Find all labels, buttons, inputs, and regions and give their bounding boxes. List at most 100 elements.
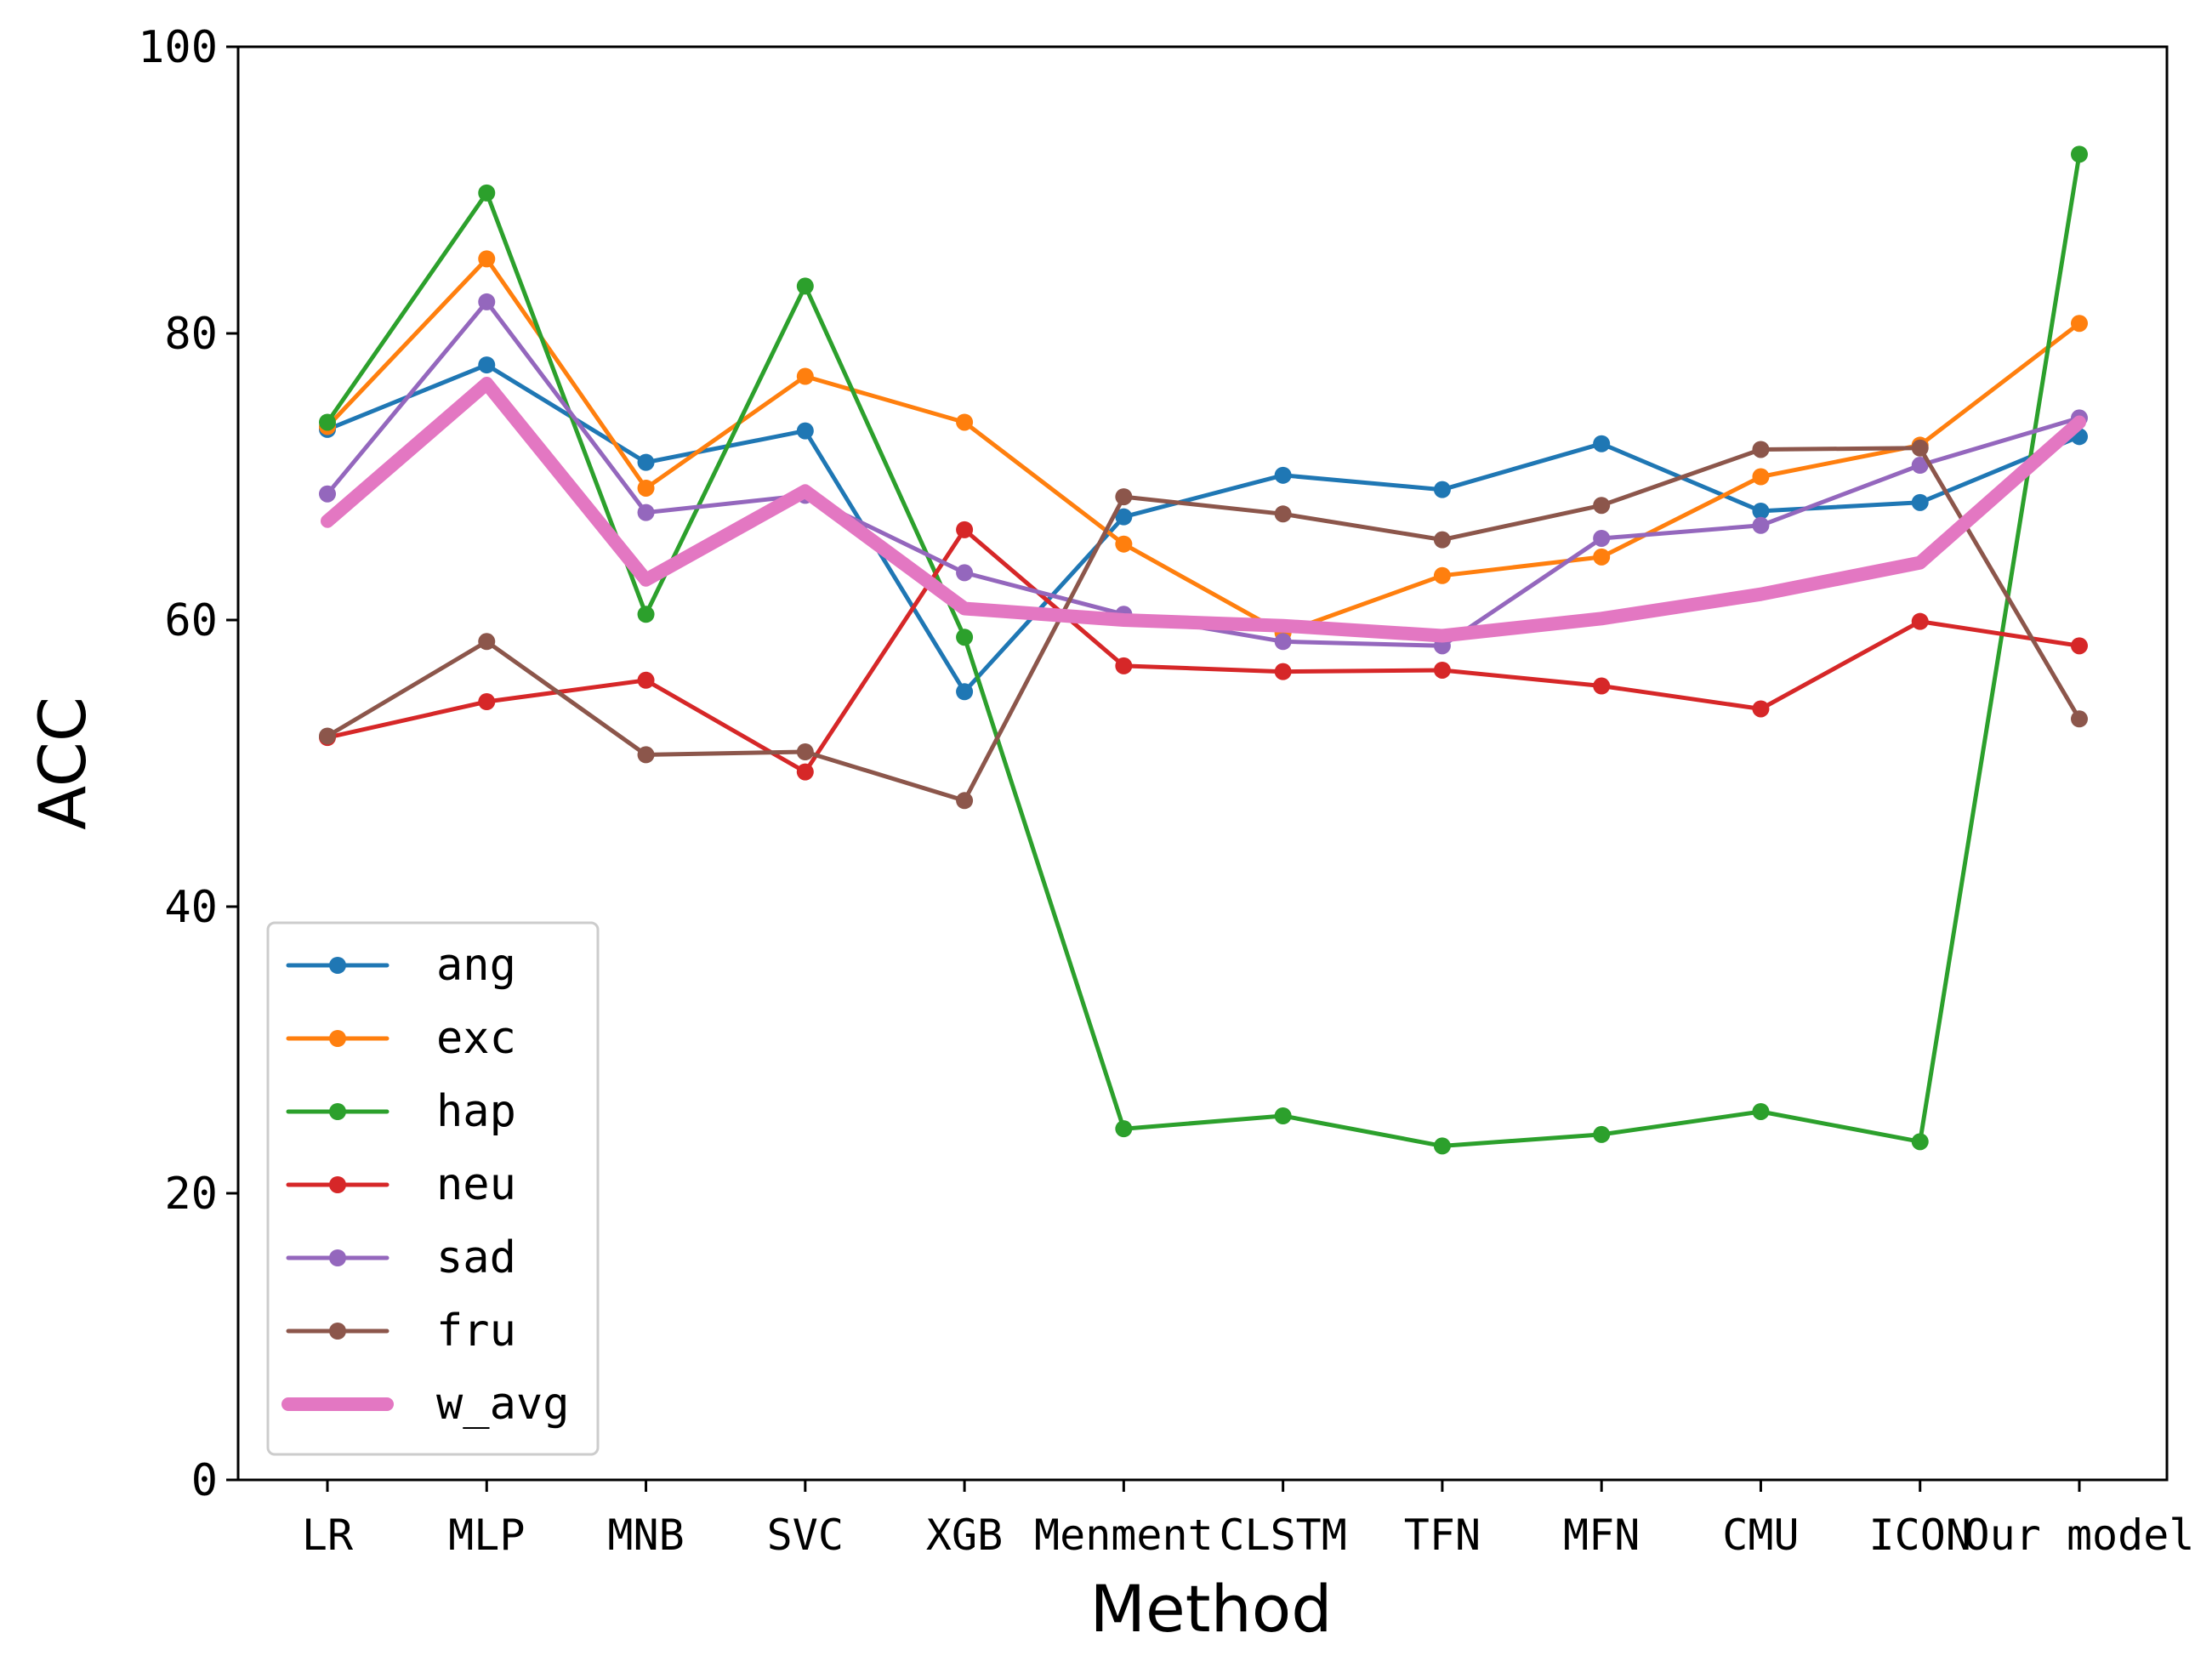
x-tick-label: SVC <box>767 1511 844 1560</box>
y-tick-label: 40 <box>164 882 218 933</box>
data-point-fru <box>1593 497 1611 515</box>
data-point-ang <box>1911 493 1929 511</box>
data-point-fru <box>478 633 496 651</box>
x-tick-label: TFN <box>1404 1511 1481 1560</box>
data-point-hap <box>956 629 974 646</box>
legend: ang exc hap neu sad fru w_avg <box>266 921 600 1456</box>
data-point-hap <box>1433 1137 1451 1155</box>
legend-label: w_avg <box>436 1379 570 1430</box>
data-point-hap <box>2071 145 2088 163</box>
data-point-ang <box>1752 502 1770 520</box>
data-point-neu <box>1593 677 1611 695</box>
data-point-hap <box>1593 1125 1611 1143</box>
data-point-sad <box>1911 457 1929 475</box>
series-line-neu <box>325 527 2082 775</box>
series-line-fru <box>325 446 2082 803</box>
data-point-ang <box>956 683 974 701</box>
legend-item-exc: exc <box>286 1013 516 1064</box>
data-point-neu <box>1274 663 1292 680</box>
series-line-w_avg <box>321 377 2086 643</box>
data-point-hap <box>796 277 814 295</box>
x-tick-label: LR <box>302 1511 354 1560</box>
data-point-exc <box>478 250 496 268</box>
data-point-hap <box>1752 1102 1770 1120</box>
data-point-fru <box>637 746 655 764</box>
legend-label: neu <box>436 1159 516 1210</box>
legend-label: ang <box>436 940 516 991</box>
data-point-ang <box>796 422 814 440</box>
x-tick-label: MFN <box>1563 1511 1640 1560</box>
legend-swatch-marker <box>329 1176 346 1193</box>
legend-item-fru: fru <box>286 1306 516 1357</box>
legend-swatch-marker <box>329 1323 346 1340</box>
series-exc <box>319 250 2088 642</box>
data-point-sad <box>1752 516 1770 534</box>
data-point-fru <box>1115 488 1133 506</box>
data-point-sad <box>478 293 496 310</box>
legend-item-neu: neu <box>286 1159 516 1210</box>
data-point-hap <box>1115 1120 1133 1138</box>
legend-item-ang: ang <box>286 940 516 991</box>
data-point-exc <box>1752 468 1770 486</box>
y-axis-title: ACC <box>25 697 100 830</box>
series-w_avg <box>321 377 2086 643</box>
y-tick-label: 100 <box>138 22 218 73</box>
plot-frame <box>236 45 2169 1482</box>
y-tick-label: 0 <box>191 1455 218 1506</box>
data-point-ang <box>1593 435 1611 452</box>
legend-box <box>266 921 600 1456</box>
y-tick-label: 60 <box>164 595 218 646</box>
data-point-fru <box>1433 531 1451 549</box>
y-tick-label: 20 <box>164 1169 218 1220</box>
data-point-hap <box>637 606 655 623</box>
data-point-fru <box>956 792 974 810</box>
legend-item-hap: hap <box>286 1086 516 1137</box>
y-tick-label: 80 <box>164 309 218 360</box>
data-point-neu <box>796 763 814 781</box>
x-tick-label: ICON <box>1869 1511 1971 1560</box>
data-point-sad <box>1593 529 1611 547</box>
data-point-exc <box>637 479 655 497</box>
legend-label: sad <box>436 1232 516 1283</box>
series-fru <box>319 439 2088 810</box>
x-tick-label: CLSTM <box>1219 1511 1347 1560</box>
y-axis: 0 20 40 60 80 100 <box>138 22 238 1506</box>
series-line-ang <box>325 362 2082 694</box>
data-point-exc <box>1115 535 1133 553</box>
series-neu <box>319 521 2088 781</box>
data-point-neu <box>1115 657 1133 674</box>
data-point-sad <box>1274 633 1292 651</box>
data-point-neu <box>2071 637 2088 655</box>
legend-label: exc <box>436 1013 516 1064</box>
data-point-neu <box>1911 612 1929 630</box>
data-point-ang <box>1274 466 1292 484</box>
data-point-fru <box>2071 710 2088 728</box>
data-point-ang <box>478 356 496 374</box>
data-point-ang <box>1433 481 1451 498</box>
data-point-exc <box>796 367 814 385</box>
data-point-fru <box>1752 441 1770 458</box>
x-tick-label: Menment <box>1034 1511 1214 1560</box>
series-line-exc <box>325 256 2082 635</box>
data-point-fru <box>796 743 814 761</box>
data-point-exc <box>1433 566 1451 584</box>
data-point-ang <box>1115 508 1133 526</box>
data-point-exc <box>2071 315 2088 333</box>
data-point-hap <box>1274 1107 1292 1125</box>
data-point-hap <box>319 413 336 431</box>
data-point-neu <box>956 521 974 538</box>
legend-swatch-marker <box>329 1103 346 1120</box>
data-point-exc <box>956 413 974 431</box>
data-point-hap <box>1911 1133 1929 1151</box>
x-tick-label: MLP <box>448 1511 525 1560</box>
data-point-neu <box>637 671 655 689</box>
data-point-sad <box>637 504 655 521</box>
legend-swatch-marker <box>329 957 346 974</box>
data-point-ang <box>637 453 655 471</box>
legend-label: hap <box>436 1086 516 1137</box>
x-tick-label: MNB <box>607 1511 684 1560</box>
data-point-fru <box>319 727 336 745</box>
x-tick-label: XGB <box>926 1511 1003 1560</box>
